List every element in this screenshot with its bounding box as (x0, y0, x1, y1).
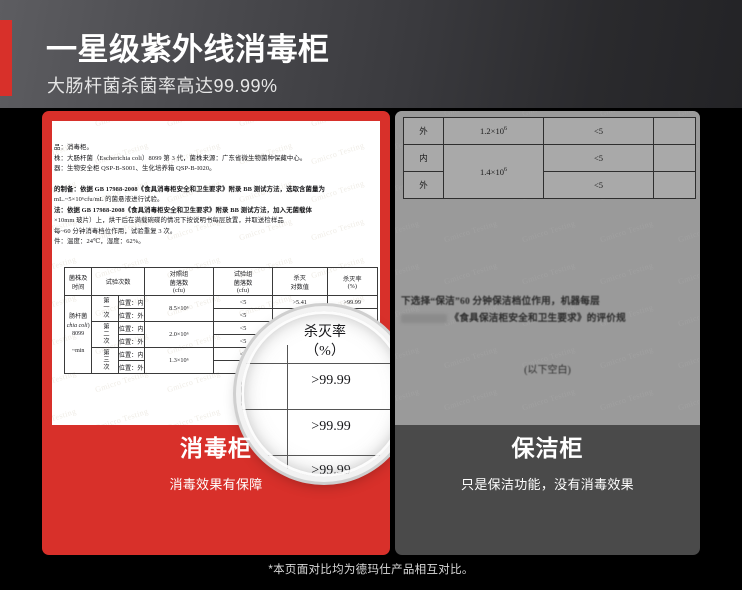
report-line: ×10mm 玻片）上，烘干后在满载碗碟的情况下按说明书每层放置，并取送检样品 (54, 217, 284, 225)
td-strain: 肠杆菌 chia coli) 8099 ~min (63, 295, 93, 374)
th-log: 杀灭 对数值 (271, 267, 328, 296)
magnifier-value-1: >99.99 (311, 373, 351, 388)
report-line: 件：温度：24℃，湿度：62%。 (54, 238, 145, 246)
magnifier-grid-hline-2 (241, 409, 390, 410)
td-control: 2.0×10⁶ (143, 321, 215, 348)
td-result: <5 (543, 171, 654, 199)
right-panel-title: 保洁柜 (511, 435, 584, 461)
page-subtitle: 大肠杆菌杀菌率高达99.99% (47, 76, 278, 96)
td-log: >5.41 (271, 295, 328, 309)
td-seq: 第一次 (91, 295, 119, 322)
header-accent-bar (0, 20, 12, 96)
redacted-block (401, 314, 447, 324)
report-line (52, 247, 380, 257)
td-control: 1.3×10⁶ (143, 347, 215, 374)
td-rate: >99.99 (326, 295, 379, 309)
right-panel-subtitle: 只是保洁功能，没有消毒效果 (461, 477, 634, 492)
td-seq: 第三次 (91, 347, 119, 374)
td-control: 8.5×10⁶ (143, 295, 215, 322)
magnifier-header-line1: 杀灭率 (304, 325, 346, 340)
report-line (52, 133, 380, 143)
th-test: 试验组 菌落数 (cfu) (213, 267, 273, 296)
table-row: 外 1.2×106 <5 (403, 117, 696, 145)
td-control: 1.4×106 (443, 144, 544, 199)
magnifier-grid-vline (287, 345, 288, 477)
table-header-row: 菌株及 时间 试验次数 对照组 菌落数 (cfu) 试验组 菌落数 (cfu) 杀灭 对数值 杀灭率(… (63, 267, 379, 296)
td-test: <5 (213, 295, 273, 309)
note-line: 《食具保洁柜安全和卫生要求》的评价规 (395, 310, 700, 327)
report-body-text: 品：消毒柜。株：大肠杆菌（Escherichia coli）8099 第 3 代… (52, 133, 380, 258)
td-seq: 第二次 (91, 321, 119, 348)
report-line: 器：生物安全柜 QSP-B-S001、生化培养箱 QSP-B-I020。 (54, 165, 216, 173)
magnifier-lens: 杀灭率 （%） >99.99 >99.99 >99.99 (241, 311, 390, 477)
magnifier-value-2: >99.99 (311, 419, 351, 434)
right-report-notes: 下选择“保洁”60 分钟保洁档位作用，机器每层 《食具保洁柜安全和卫生要求》的评… (395, 293, 700, 327)
td-empty (653, 171, 696, 199)
td-position: 位置：外 (117, 308, 145, 322)
report-line: 的制备：依据 GB 17988-2008《食具消毒柜安全和卫生要求》附录 BB … (54, 186, 326, 194)
td-result: <5 (543, 117, 654, 145)
table-row: 内 1.4×106 <5 (403, 144, 696, 199)
th-rate: 杀灭率 (%) (326, 267, 379, 296)
table-row: 肠杆菌 chia coli) 8099 ~min 第一次 位置：内 8.5×10⁶ <5 >5.… (63, 295, 379, 374)
page-title: 一星级紫外线消毒柜 (46, 32, 330, 67)
report-line: 每~60 分钟消毒档位作用，试验重复 3 次。 (54, 227, 177, 235)
left-panel-footer: 消毒柜 消毒效果有保障 (42, 429, 390, 493)
th-control: 对照组 菌落数 (cfu) (143, 267, 215, 296)
td-result: <5 (543, 144, 654, 172)
td-position: 位置：内 (117, 295, 145, 309)
report-line: 法：依据 GB 17988-2008《食具消毒柜安全和卫生要求》附录 BB 测试… (54, 206, 313, 214)
report-line (52, 175, 380, 185)
magnifier-header-line2: （%） (305, 344, 345, 359)
td-position: 位置：内 (117, 347, 145, 361)
report-line: mL.~5×10⁶cfu/mL 的菌悬液进行试验。 (54, 196, 164, 204)
td-position: 位置：外 (117, 334, 145, 348)
td-position: 位置：内 (117, 321, 145, 335)
report-line: 株：大肠杆菌（Escherichia coli）8099 第 3 代，菌株来源：… (54, 154, 307, 162)
td-position: 位置：外 (117, 360, 145, 374)
left-panel-subtitle: 消毒效果有保障 (169, 477, 263, 492)
disclaimer-text: *本页面对比均为德玛仕产品相互对比。 (268, 564, 474, 576)
th-trials: 试验次数 (91, 267, 145, 296)
magnifier-grid-vline-2 (241, 345, 242, 477)
magnifier-grid-hline-3 (241, 455, 390, 456)
report-line: 品：消毒柜。 (54, 144, 93, 152)
td-position: 内 (403, 144, 444, 172)
right-panel-footer: 保洁柜 只是保洁功能，没有消毒效果 (395, 429, 700, 493)
td-position: 外 (403, 117, 444, 145)
page-header: 一星级紫外线消毒柜 大肠杆菌杀菌率高达99.99% (0, 0, 742, 108)
td-position: 外 (403, 171, 444, 199)
table-row: 外 <5 (403, 171, 696, 199)
left-panel-title: 消毒柜 (180, 435, 252, 461)
note-line: 下选择“保洁”60 分钟保洁档位作用，机器每层 (401, 296, 600, 307)
right-blank-marker: (以下空白) (524, 365, 571, 376)
td-empty (653, 117, 696, 145)
magnifier-value-3: >99.99 (311, 463, 351, 477)
th-strain: 菌株及 时间 (63, 267, 93, 296)
right-report-table: 外 1.2×106 <5 内 1.4×106 <5 外 <5 (403, 117, 696, 199)
td-empty (653, 144, 696, 172)
magnifier-grid-hline-1 (241, 363, 390, 364)
td-control: 1.2×106 (443, 117, 544, 145)
